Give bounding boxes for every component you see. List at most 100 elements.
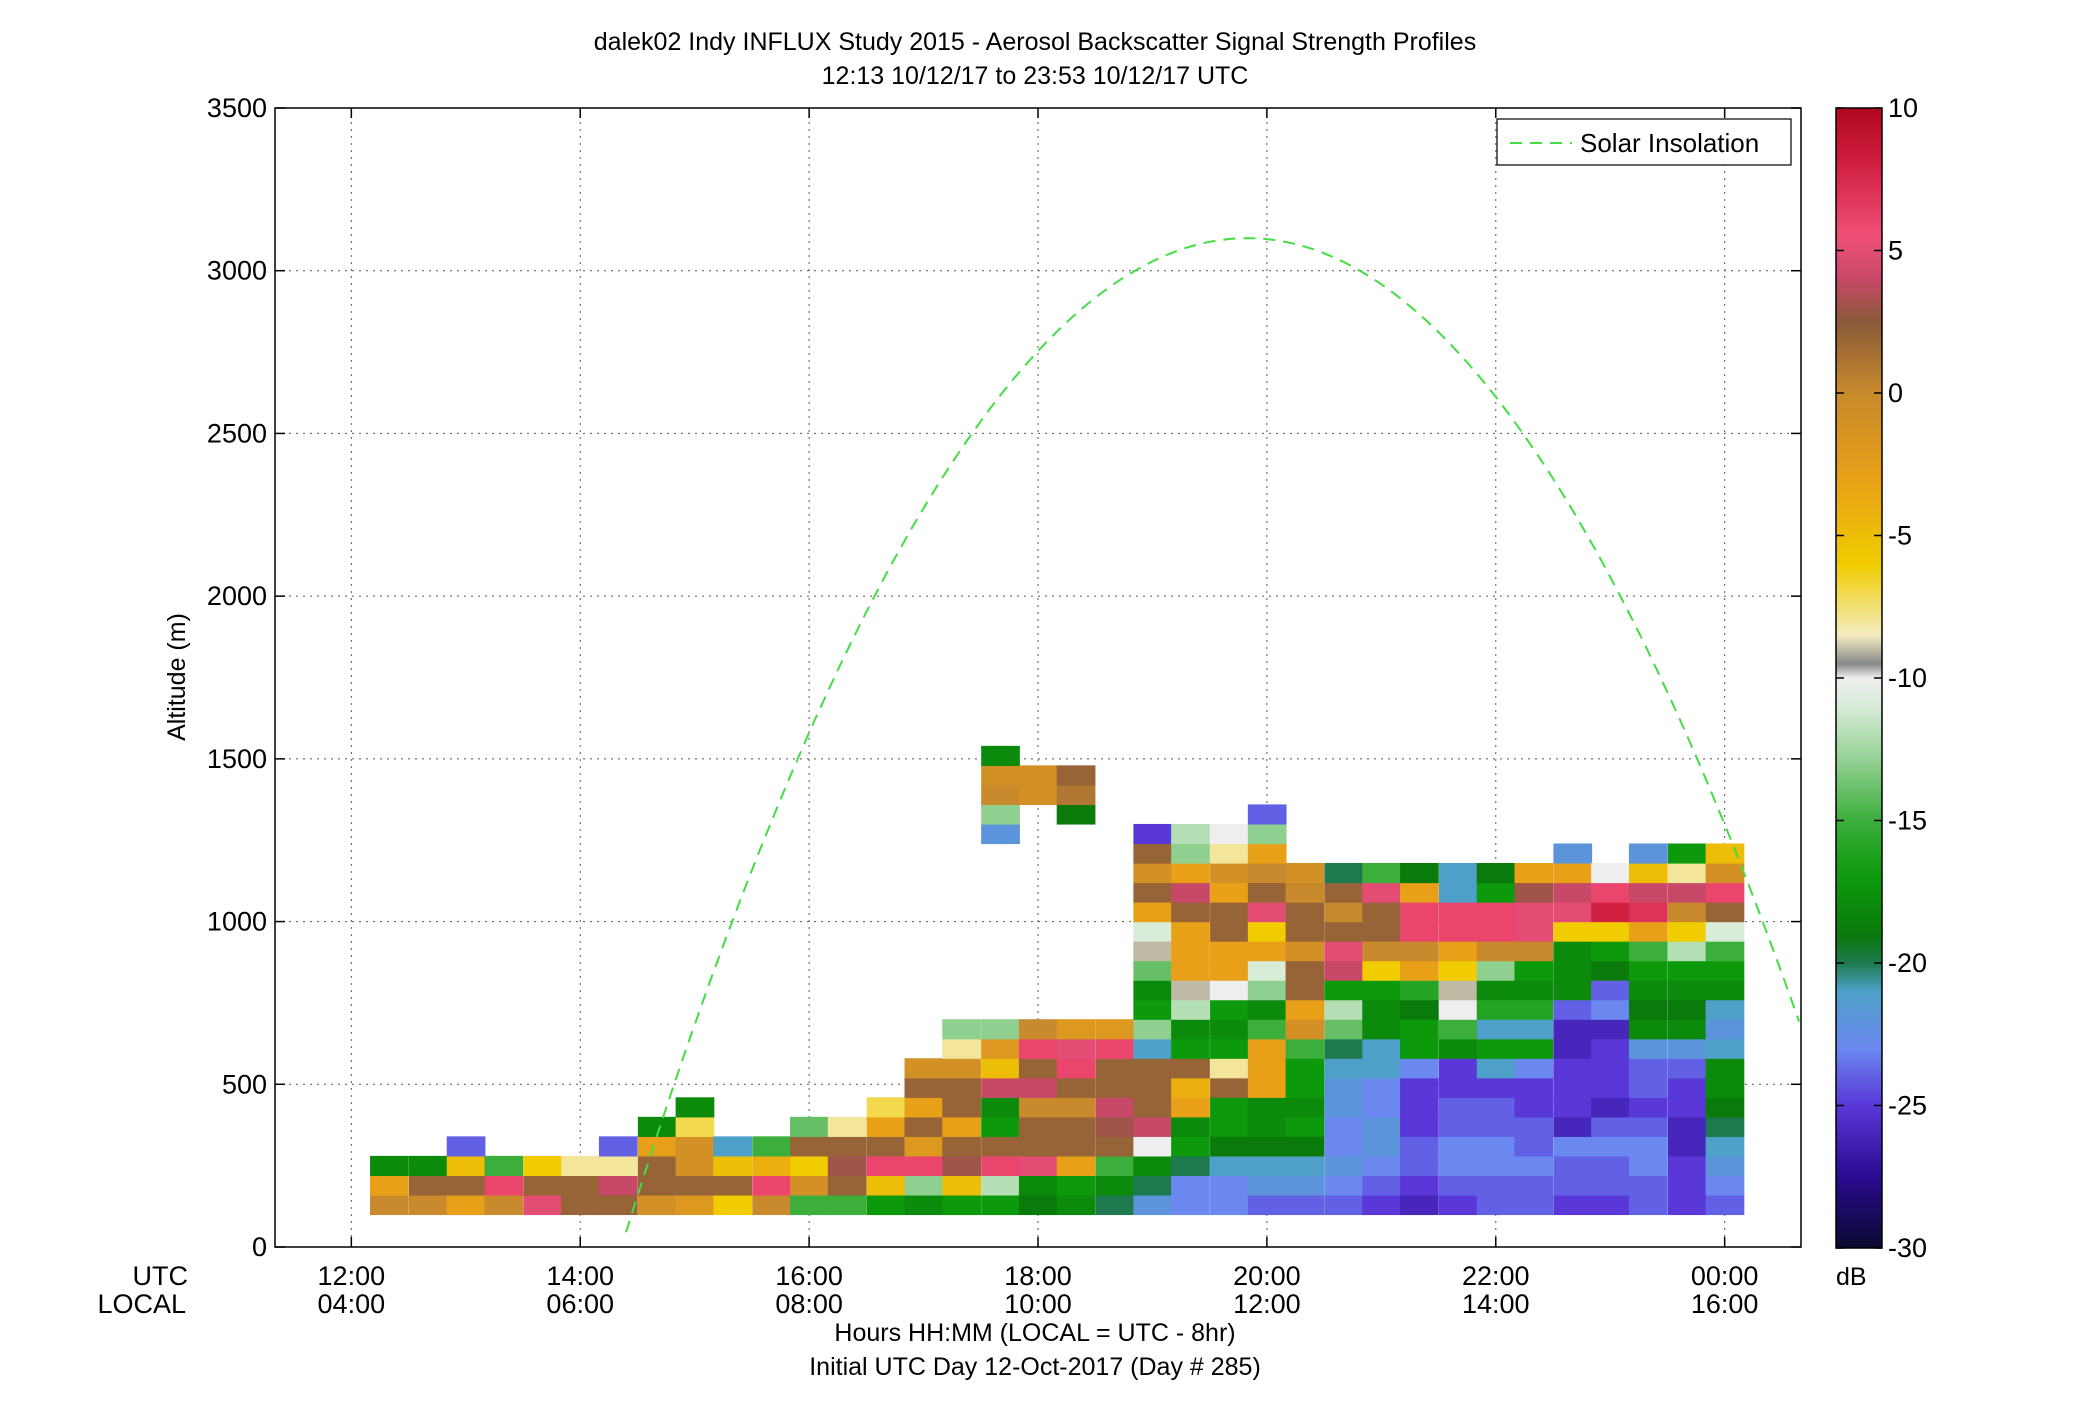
colorbar-tick-label: 0 bbox=[1888, 378, 1903, 408]
heatmap-cell bbox=[637, 1155, 677, 1177]
x-tick-label-utc: 20:00 bbox=[1233, 1261, 1301, 1291]
heatmap-cell bbox=[1553, 1019, 1593, 1040]
y-tick-label: 3500 bbox=[207, 93, 267, 123]
heatmap-cell bbox=[1553, 1155, 1593, 1177]
heatmap-cell bbox=[675, 1136, 715, 1157]
heatmap-cell bbox=[1133, 862, 1173, 884]
heatmap-cell bbox=[752, 1136, 791, 1157]
heatmap-cell bbox=[1400, 862, 1439, 884]
heatmap-cell bbox=[1553, 1136, 1593, 1157]
heatmap-cell bbox=[981, 1019, 1020, 1040]
x-tick-label-utc: 18:00 bbox=[1004, 1261, 1072, 1291]
heatmap-cell bbox=[1133, 921, 1173, 942]
heatmap-cell bbox=[370, 1155, 409, 1177]
heatmap-cell bbox=[1553, 960, 1593, 981]
heatmap-cell bbox=[1667, 980, 1707, 1001]
heatmap-cell bbox=[1171, 1058, 1210, 1079]
heatmap-cell bbox=[1210, 1038, 1249, 1059]
heatmap-cell bbox=[1247, 1019, 1287, 1040]
heatmap-cell bbox=[1285, 941, 1325, 962]
heatmap-cell bbox=[1133, 1155, 1173, 1177]
heatmap-cell bbox=[1591, 1097, 1630, 1118]
heatmap-cell bbox=[942, 1175, 981, 1196]
heatmap-cell bbox=[1438, 1097, 1478, 1118]
chart-subtitle: 12:13 10/12/17 to 23:53 10/12/17 UTC bbox=[822, 62, 1249, 90]
heatmap-cell bbox=[1476, 921, 1516, 942]
heatmap-cell bbox=[1553, 980, 1593, 1001]
heatmap-cell bbox=[1362, 1136, 1401, 1157]
heatmap-cell bbox=[981, 1194, 1020, 1216]
heatmap-cell bbox=[1591, 960, 1630, 981]
heatmap-cell bbox=[1591, 921, 1630, 942]
heatmap-cell bbox=[1247, 1175, 1287, 1196]
heatmap-cell bbox=[1514, 1155, 1554, 1177]
x-axis: 12:0004:0014:0006:0016:0008:0018:0010:00… bbox=[318, 108, 1759, 1319]
heatmap-cell bbox=[1210, 941, 1249, 962]
heatmap-cell bbox=[904, 1155, 944, 1177]
heatmap-cell bbox=[1133, 1194, 1173, 1216]
x-axis-utc-row-label: UTC bbox=[133, 1261, 189, 1291]
y-axis: 0 500 1000 1500 2000 2500 3000 3500 bbox=[207, 93, 1801, 1262]
heatmap-cell bbox=[1133, 823, 1173, 845]
heatmap-cell bbox=[1324, 1136, 1364, 1157]
heatmap-cell bbox=[1247, 804, 1287, 825]
heatmap-cell bbox=[561, 1194, 600, 1216]
heatmap-cell bbox=[1285, 921, 1325, 942]
heatmap-cell bbox=[1171, 921, 1210, 942]
heatmap-cell bbox=[1553, 1116, 1593, 1137]
heatmap-cell bbox=[1476, 902, 1516, 923]
heatmap-cell bbox=[1324, 1019, 1364, 1040]
heatmap-cell bbox=[1514, 1019, 1554, 1040]
heatmap-cell bbox=[790, 1116, 829, 1137]
heatmap-cell bbox=[1285, 902, 1325, 923]
heatmap-cell bbox=[713, 1194, 753, 1216]
heatmap-cell bbox=[1476, 1097, 1516, 1118]
heatmap-cell bbox=[827, 1155, 867, 1177]
heatmap-cell bbox=[1324, 999, 1364, 1020]
heatmap-cell bbox=[1247, 980, 1287, 1001]
heatmap-cell bbox=[1171, 902, 1210, 923]
heatmap-cell bbox=[1628, 960, 1668, 981]
heatmap-cell bbox=[1095, 1116, 1135, 1137]
heatmap-cell bbox=[1133, 980, 1173, 1001]
heatmap-cell bbox=[1400, 921, 1439, 942]
colorbar-tick-label: -25 bbox=[1888, 1091, 1927, 1121]
heatmap-cell bbox=[1056, 1097, 1096, 1118]
y-axis-label: Altitude (m) bbox=[163, 613, 191, 741]
heatmap-cell bbox=[1133, 941, 1173, 962]
heatmap-cell bbox=[1171, 1155, 1210, 1177]
heatmap-cell bbox=[1667, 843, 1707, 864]
heatmap-cell bbox=[1247, 999, 1287, 1020]
heatmap-cell bbox=[1553, 999, 1593, 1020]
heatmap-cell bbox=[1095, 1175, 1135, 1196]
heatmap-cell bbox=[1705, 1116, 1745, 1137]
heatmap-cell bbox=[675, 1194, 715, 1216]
heatmap-cell bbox=[1324, 902, 1364, 923]
heatmap-cell bbox=[1438, 960, 1478, 981]
heatmap-cell bbox=[675, 1097, 715, 1118]
heatmap-cell bbox=[1133, 1077, 1173, 1098]
heatmap-cell bbox=[1591, 1077, 1630, 1098]
heatmap-cell bbox=[1591, 1155, 1630, 1177]
heatmap-cell bbox=[1056, 1077, 1096, 1098]
heatmap-cell bbox=[1362, 960, 1401, 981]
heatmap-cell bbox=[1400, 980, 1439, 1001]
heatmap-cell bbox=[637, 1116, 677, 1137]
heatmap-cell bbox=[1324, 862, 1364, 884]
x-tick-label-utc: 00:00 bbox=[1691, 1261, 1759, 1291]
heatmap-cell bbox=[1438, 1155, 1478, 1177]
heatmap-cell bbox=[1514, 921, 1554, 942]
heatmap-cell bbox=[1247, 921, 1287, 942]
heatmap-cell bbox=[1400, 1194, 1439, 1216]
heatmap-cell bbox=[1285, 1038, 1325, 1059]
heatmap-cell bbox=[904, 1136, 944, 1157]
heatmap-cell bbox=[1285, 1155, 1325, 1177]
heatmap-cell bbox=[1171, 882, 1210, 903]
heatmap-cell bbox=[1285, 960, 1325, 981]
heatmap-cell bbox=[1667, 1038, 1707, 1059]
heatmap-cell bbox=[1018, 1155, 1058, 1177]
heatmap-cell bbox=[827, 1194, 867, 1216]
legend: Solar Insolation bbox=[1496, 118, 1792, 166]
y-tick-label: 500 bbox=[222, 1069, 267, 1099]
heatmap-cell bbox=[1705, 1155, 1745, 1177]
